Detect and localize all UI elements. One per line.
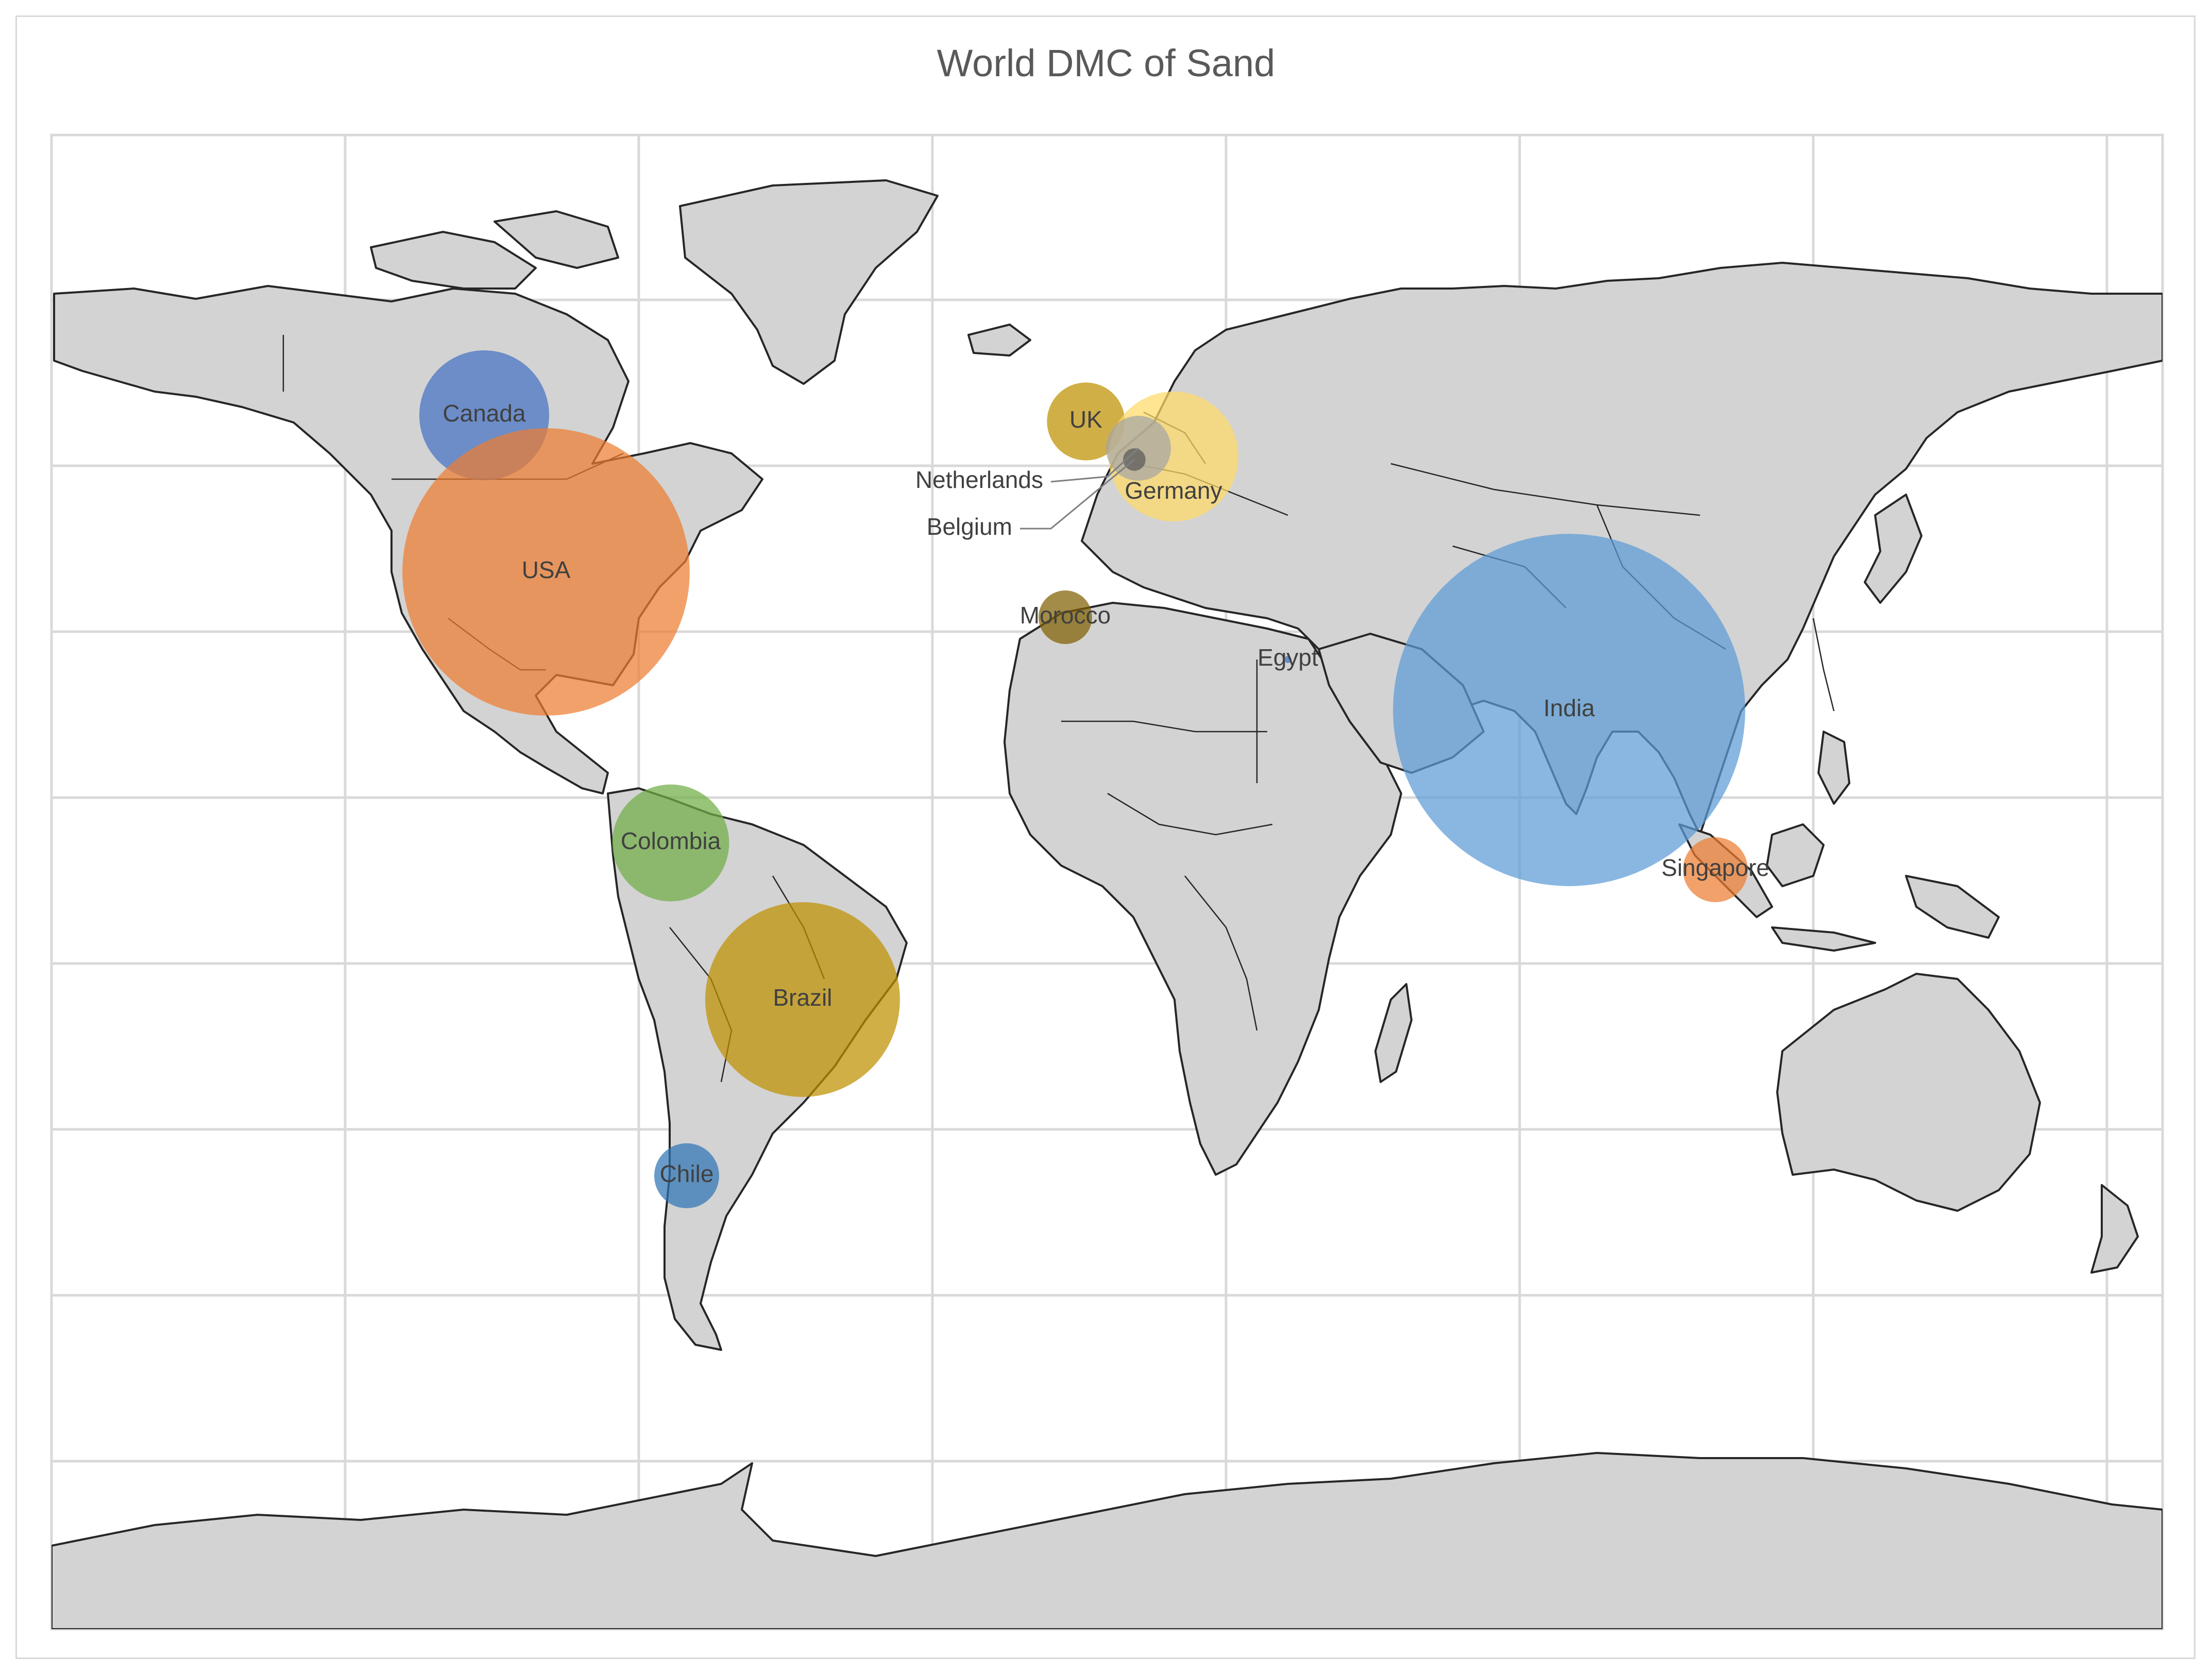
leader-line-belgium	[1020, 459, 1135, 530]
bubble-label-canada: Canada	[443, 400, 526, 427]
land-new-guinea	[1905, 875, 2000, 939]
bubble-label-egypt: Egypt	[1257, 644, 1318, 671]
bubble-label-germany: Germany	[1125, 477, 1222, 504]
bubble-usa[interactable]	[402, 428, 690, 716]
land-borneo	[1766, 823, 1825, 887]
bubble-label-layer: Canada USA UK Germany Netherlands Belgium Moro…	[443, 400, 1769, 1187]
land-africa	[1003, 602, 1402, 1176]
bubble-chile[interactable]	[654, 1143, 719, 1208]
land-greenland	[679, 179, 939, 385]
bubble-colombia[interactable]	[612, 784, 729, 902]
bubble-uk[interactable]	[1047, 382, 1125, 461]
land-antarctica	[52, 1452, 2163, 1629]
bubble-label-usa: USA	[522, 556, 571, 583]
land-philippines	[1817, 731, 1850, 805]
bubble-label-brazil: Brazil	[773, 984, 832, 1011]
land-iceland	[967, 324, 1031, 357]
bubble-label-belgium: Belgium	[927, 513, 1012, 540]
land-madagascar	[1374, 983, 1413, 1083]
plot-area	[50, 133, 2164, 1631]
bubble-brazil[interactable]	[705, 902, 900, 1097]
bubble-layer	[402, 350, 1748, 1208]
bubble-label-india: India	[1543, 695, 1595, 721]
land-new-zealand	[2090, 1184, 2139, 1274]
bubble-india[interactable]	[1393, 534, 1745, 886]
bubble-label-morocco: Morocco	[1020, 602, 1111, 629]
bubble-morocco[interactable]	[1039, 590, 1092, 644]
land-australia	[1776, 973, 2041, 1212]
land-java	[1771, 926, 1876, 952]
land-japan	[1864, 494, 1922, 604]
land-arctic-islands	[370, 231, 537, 290]
leader-line-netherlands	[1050, 447, 1139, 483]
bubble-label-colombia: Colombia	[621, 827, 721, 854]
bubble-egypt[interactable]	[1284, 656, 1291, 663]
chart-title: World DMC of Sand	[937, 42, 1275, 84]
bubble-singapore[interactable]	[1683, 837, 1748, 902]
bubble-label-uk: UK	[1069, 406, 1102, 433]
bubble-label-chile: Chile	[660, 1160, 714, 1187]
bubble-label-singapore: Singapore	[1661, 854, 1769, 881]
land-arctic-islands-2	[494, 210, 619, 269]
bubble-label-netherlands: Netherlands	[915, 466, 1043, 493]
